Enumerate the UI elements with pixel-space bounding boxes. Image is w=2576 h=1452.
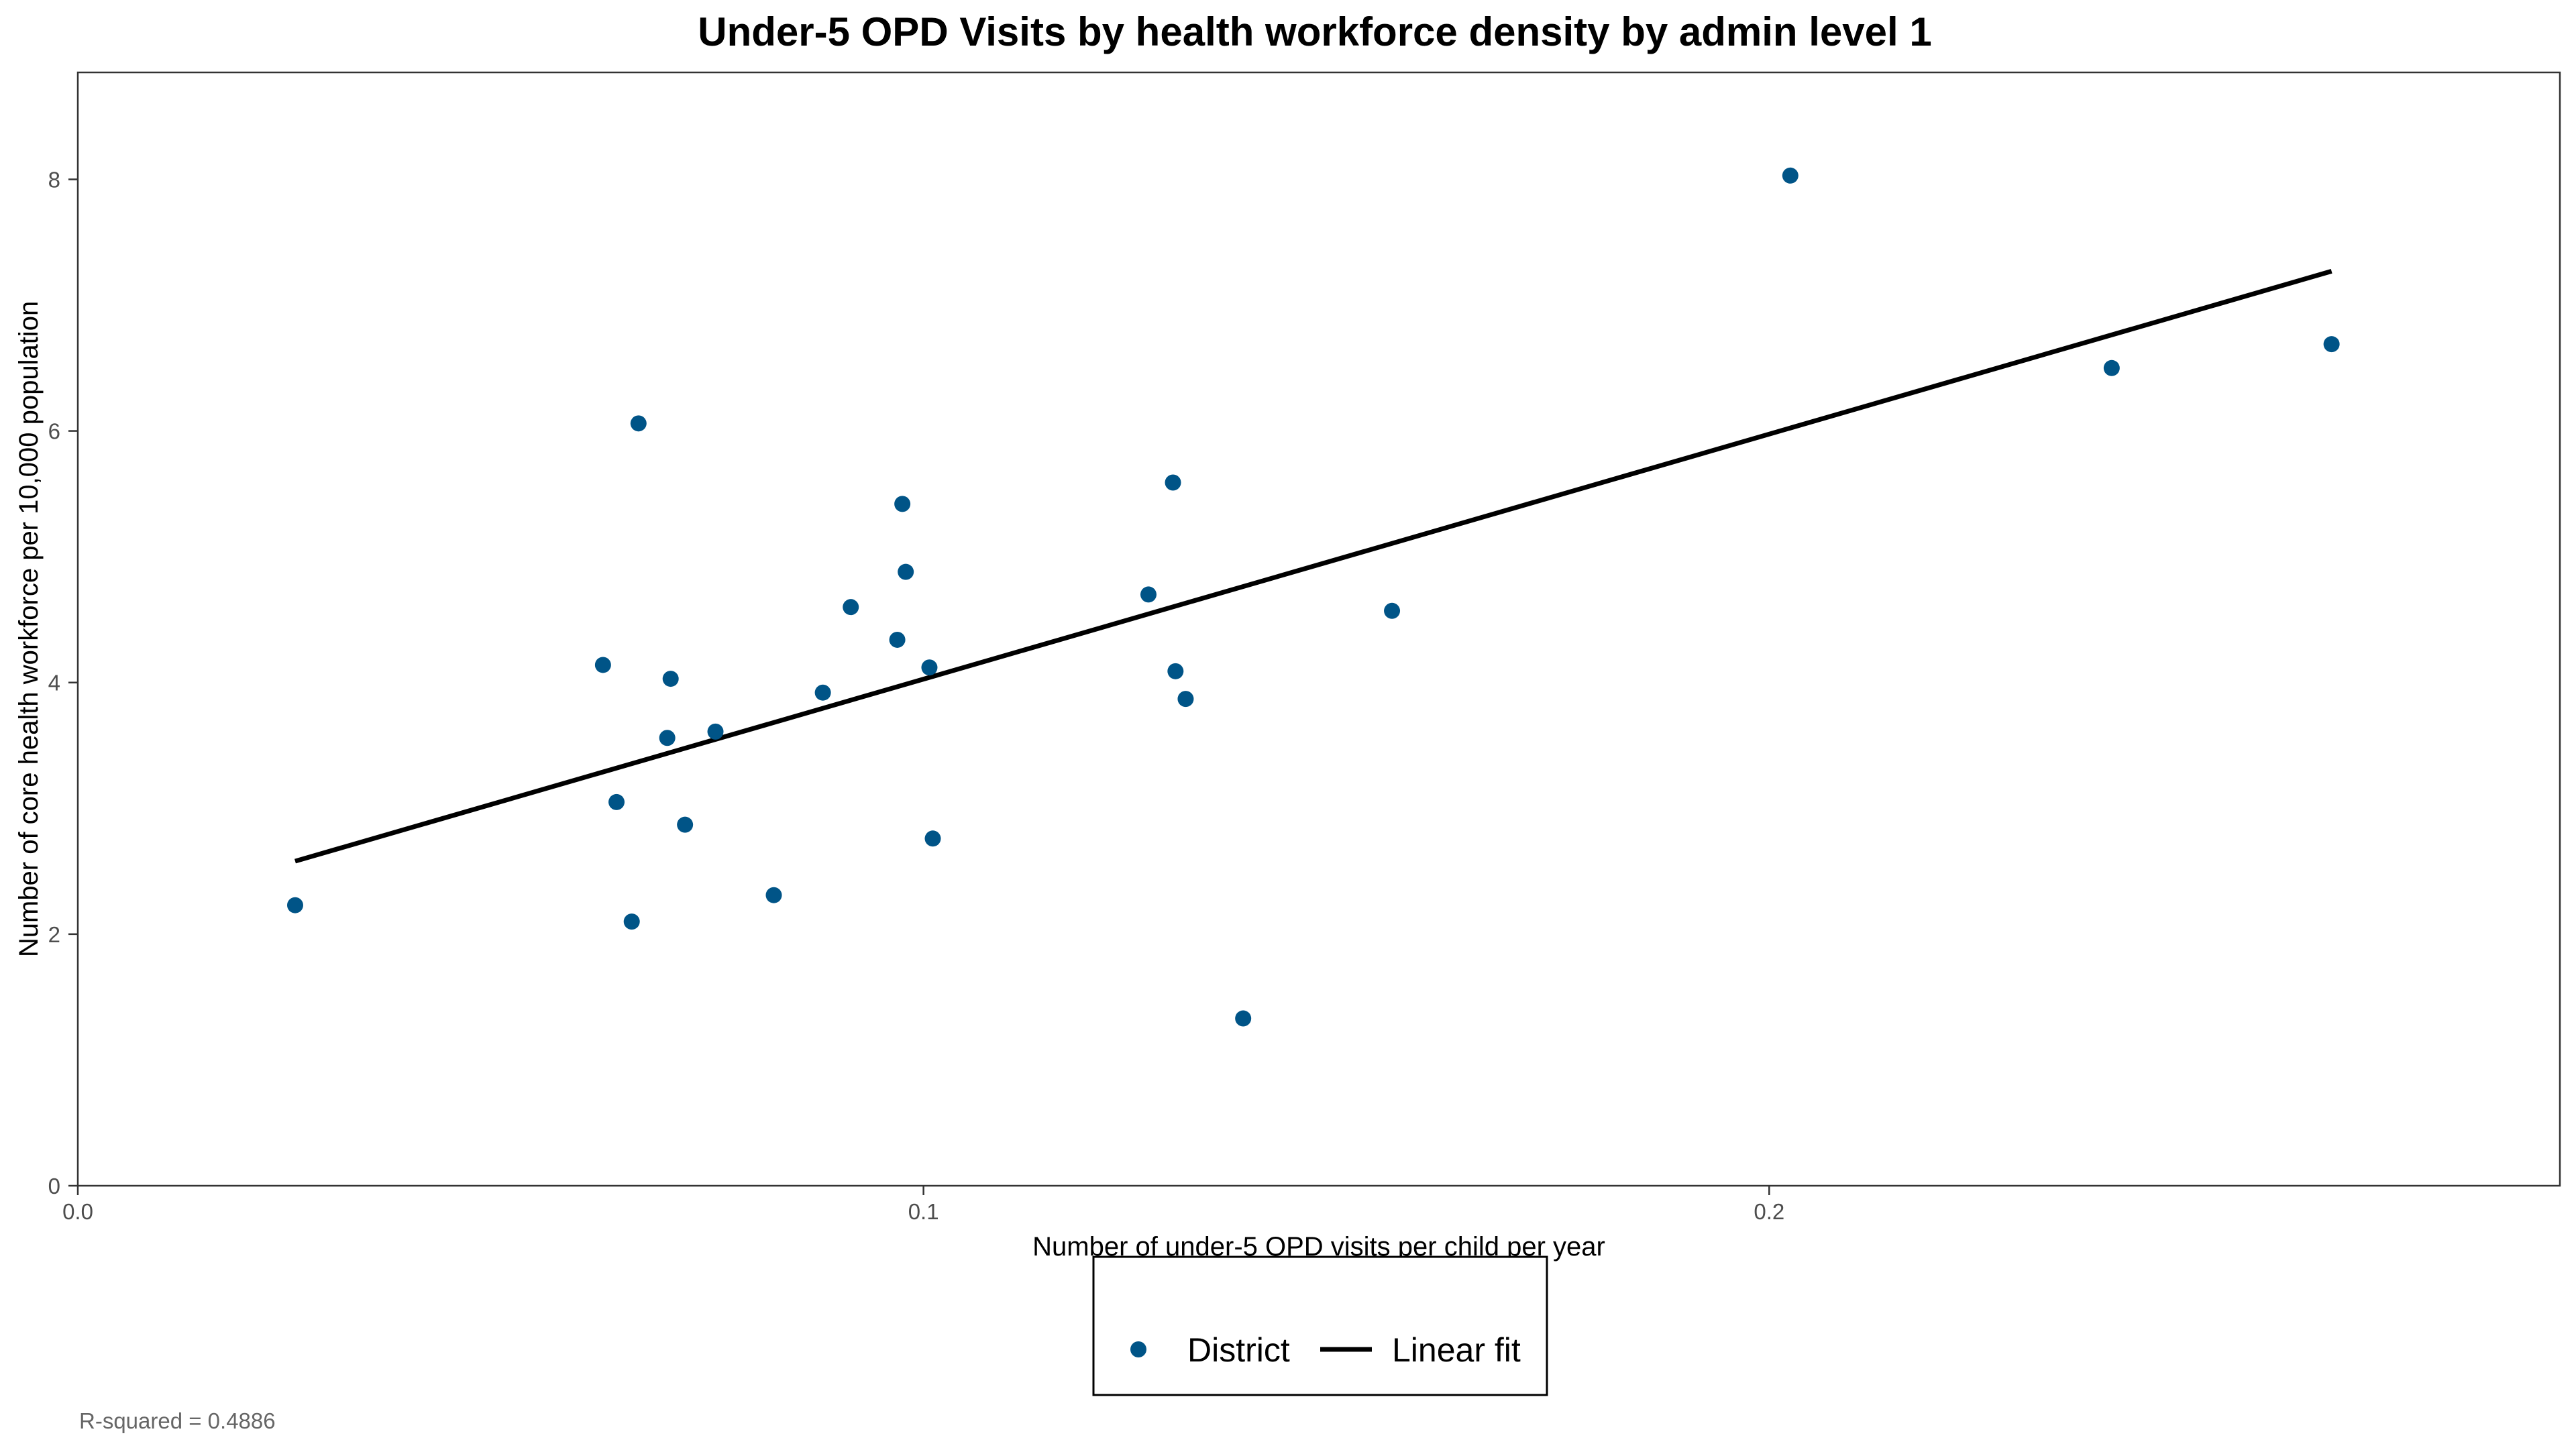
y-tick-label: 2 xyxy=(48,922,60,947)
y-axis-title: Number of core health workforce per 10,0… xyxy=(14,301,44,957)
district-point xyxy=(2103,359,2120,376)
y-axis: 0 2 4 6 8 xyxy=(48,167,78,1198)
district-point xyxy=(1384,602,1401,619)
district-point xyxy=(924,830,941,847)
district-point xyxy=(814,684,831,701)
district-point xyxy=(898,563,914,580)
legend-district-label: District xyxy=(1187,1331,1290,1369)
x-tick-label: 0.2 xyxy=(1754,1199,1784,1224)
chart-title: Under-5 OPD Visits by health workforce d… xyxy=(698,9,1931,54)
district-point xyxy=(889,631,906,648)
district-point xyxy=(1167,663,1184,679)
y-tick-label: 8 xyxy=(48,167,60,192)
points-layer xyxy=(286,167,2340,1027)
district-point xyxy=(1235,1010,1252,1027)
district-point xyxy=(286,897,303,913)
district-point xyxy=(2323,336,2340,353)
x-tick-label: 0.1 xyxy=(908,1199,939,1224)
district-point xyxy=(677,816,694,833)
district-point xyxy=(1165,474,1181,491)
x-tick-label: 0.0 xyxy=(62,1199,93,1224)
district-point xyxy=(921,659,938,676)
district-point xyxy=(662,671,679,687)
y-tick-label: 0 xyxy=(48,1174,60,1198)
linear-fit-line xyxy=(294,268,2332,864)
fit-line-layer xyxy=(294,268,2332,864)
district-point xyxy=(594,657,611,673)
district-point xyxy=(623,913,640,930)
district-point xyxy=(1782,167,1799,184)
legend: District Linear fit xyxy=(1092,1255,1548,1396)
r-squared-annotation: R-squared = 0.4886 xyxy=(79,1408,276,1433)
y-tick-label: 6 xyxy=(48,419,60,444)
district-point xyxy=(894,496,911,512)
district-point xyxy=(707,723,724,740)
district-point xyxy=(630,415,647,432)
district-point xyxy=(659,730,676,746)
district-point xyxy=(843,599,859,616)
district-point xyxy=(1177,691,1194,708)
legend-linear-fit-label: Linear fit xyxy=(1392,1331,1521,1369)
district-point xyxy=(765,887,782,903)
legend-district-swatch xyxy=(1130,1341,1146,1357)
legend-box xyxy=(1092,1255,1548,1396)
plot-panel-border xyxy=(76,71,2561,1187)
y-tick-label: 4 xyxy=(48,671,60,695)
district-point xyxy=(608,793,625,810)
district-point xyxy=(1140,586,1157,603)
x-axis: 0.0 0.1 0.2 xyxy=(62,1186,1784,1224)
